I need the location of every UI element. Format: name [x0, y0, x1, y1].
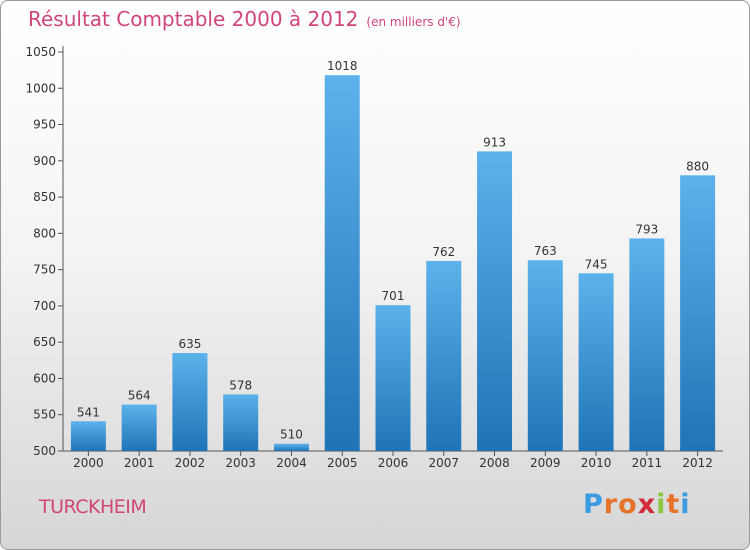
data-label-2000: 541	[77, 405, 100, 419]
y-tick-label: 750	[33, 263, 56, 277]
x-tick-label: 2012	[682, 456, 713, 470]
bar-2009	[527, 260, 563, 451]
y-tick-label: 700	[33, 299, 56, 313]
x-tick-label: 2000	[73, 456, 104, 470]
y-tick-label: 1050	[25, 45, 56, 59]
y-tick-label: 550	[33, 408, 56, 422]
y-tick-label: 650	[33, 335, 56, 349]
logo-letter: r	[603, 489, 619, 520]
chart-subtitle: (en milliers d'€)	[366, 15, 461, 29]
logo-letter: t	[666, 489, 681, 520]
bar-2005	[324, 75, 360, 452]
bar-2001	[121, 404, 157, 451]
x-tick-label: 2011	[632, 456, 663, 470]
data-label-2005: 1018	[327, 59, 358, 73]
data-label-2007: 762	[432, 245, 455, 259]
y-tick-label: 950	[33, 118, 56, 132]
data-label-2002: 635	[178, 337, 201, 351]
y-tick-label: 850	[33, 190, 56, 204]
data-label-2001: 564	[128, 389, 151, 403]
logo-letter: i	[680, 489, 691, 520]
y-tick-label: 600	[33, 371, 56, 385]
data-label-2004: 510	[280, 428, 303, 442]
bar-2000	[70, 421, 106, 451]
y-tick-label: 900	[33, 154, 56, 168]
logo-letter: P	[583, 489, 604, 520]
bar-2002	[172, 353, 208, 451]
data-label-2006: 701	[382, 289, 405, 303]
data-label-2010: 745	[585, 257, 608, 271]
chart-title: Résultat Comptable 2000 à 2012 (en millie…	[28, 7, 461, 31]
x-tick-label: 2004	[276, 456, 307, 470]
bar-2004	[273, 443, 309, 451]
x-tick-label: 2005	[327, 456, 358, 470]
bar-2011	[629, 238, 665, 451]
proxiti-logo: Proxiti	[583, 489, 691, 520]
x-tick-label: 2003	[225, 456, 256, 470]
x-tick-label: 2008	[479, 456, 510, 470]
y-tick-label: 500	[33, 444, 56, 458]
bar-2003	[223, 394, 259, 451]
data-label-2009: 763	[534, 244, 557, 258]
x-tick-label: 2009	[530, 456, 561, 470]
data-label-2011: 793	[635, 222, 658, 236]
x-tick-label: 2001	[124, 456, 155, 470]
x-tick-label: 2002	[175, 456, 206, 470]
bar-2008	[477, 151, 513, 451]
y-tick-label: 1000	[25, 81, 56, 95]
x-tick-label: 2010	[581, 456, 612, 470]
logo-letter: x	[637, 489, 657, 520]
bar-2007	[426, 260, 462, 451]
commune-name: TURCKHEIM	[39, 496, 147, 518]
x-tick-label: 2007	[428, 456, 459, 470]
bar-2012	[680, 175, 716, 451]
bar-2006	[375, 305, 411, 451]
y-tick-label: 800	[33, 226, 56, 240]
bar-2010	[578, 273, 614, 451]
data-label-2012: 880	[686, 159, 709, 173]
chart-title-text: Résultat Comptable 2000 à 2012	[28, 7, 359, 31]
logo-letter: o	[618, 489, 638, 520]
logo-letter: i	[656, 489, 667, 520]
data-label-2008: 913	[483, 135, 506, 149]
data-label-2003: 578	[229, 378, 252, 392]
x-tick-label: 2006	[378, 456, 409, 470]
